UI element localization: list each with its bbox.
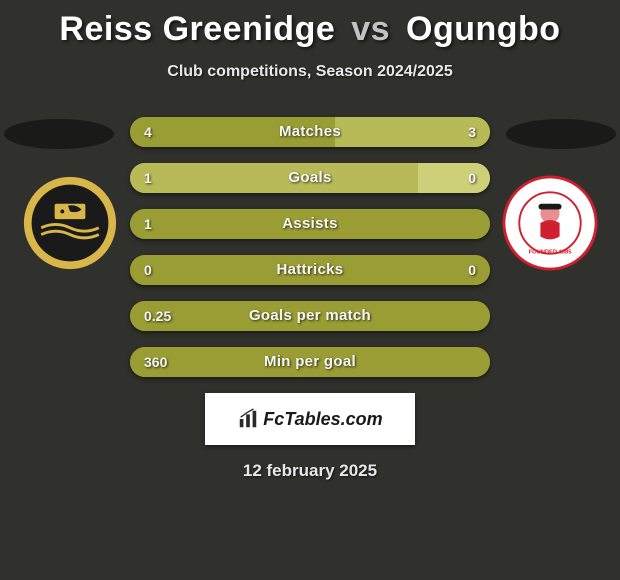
club-crest-right: FOUNDED 1885	[502, 175, 598, 271]
stat-row-min-per-goal: 360Min per goal	[130, 347, 490, 377]
player2-name: Ogungbo	[406, 10, 561, 48]
stat-bars: 43Matches 10Goals 1Assists 00Hattricks 0.25G…	[130, 111, 490, 377]
page-title: Reiss Greenidge vs Ogungbo	[0, 0, 620, 49]
fctables-badge: FcTables.com	[205, 393, 415, 445]
brand-rest: Tables.com	[284, 409, 382, 429]
crest-right-icon: FOUNDED 1885	[502, 175, 598, 271]
date-label: 12 february 2025	[0, 461, 620, 481]
stat-label: Goals	[130, 163, 490, 193]
stat-label: Matches	[130, 117, 490, 147]
subtitle: Club competitions, Season 2024/2025	[0, 63, 620, 81]
stat-label: Assists	[130, 209, 490, 239]
club-crest-left: MUFC	[22, 175, 118, 271]
stat-row-matches: 43Matches	[130, 117, 490, 147]
stat-label: Goals per match	[130, 301, 490, 331]
shadow-ellipse-left	[4, 119, 114, 149]
bar-chart-icon	[237, 408, 259, 430]
stat-label: Min per goal	[130, 347, 490, 377]
player1-name: Reiss Greenidge	[59, 10, 335, 48]
crest-left-icon: MUFC	[22, 175, 118, 271]
stat-row-goals-per-match: 0.25Goals per match	[130, 301, 490, 331]
svg-text:MUFC: MUFC	[59, 187, 82, 196]
shadow-ellipse-right	[506, 119, 616, 149]
stat-row-goals: 10Goals	[130, 163, 490, 193]
vs-label: vs	[351, 10, 390, 48]
svg-text:FOUNDED 1885: FOUNDED 1885	[529, 250, 573, 256]
stat-row-hattricks: 00Hattricks	[130, 255, 490, 285]
stat-row-assists: 1Assists	[130, 209, 490, 239]
brand-prefix: Fc	[263, 409, 284, 429]
stat-label: Hattricks	[130, 255, 490, 285]
comparison-stage: MUFC FOUNDED 1885 43Matches 10Goals 1Assis…	[0, 111, 620, 377]
fctables-text: FcTables.com	[263, 409, 382, 430]
